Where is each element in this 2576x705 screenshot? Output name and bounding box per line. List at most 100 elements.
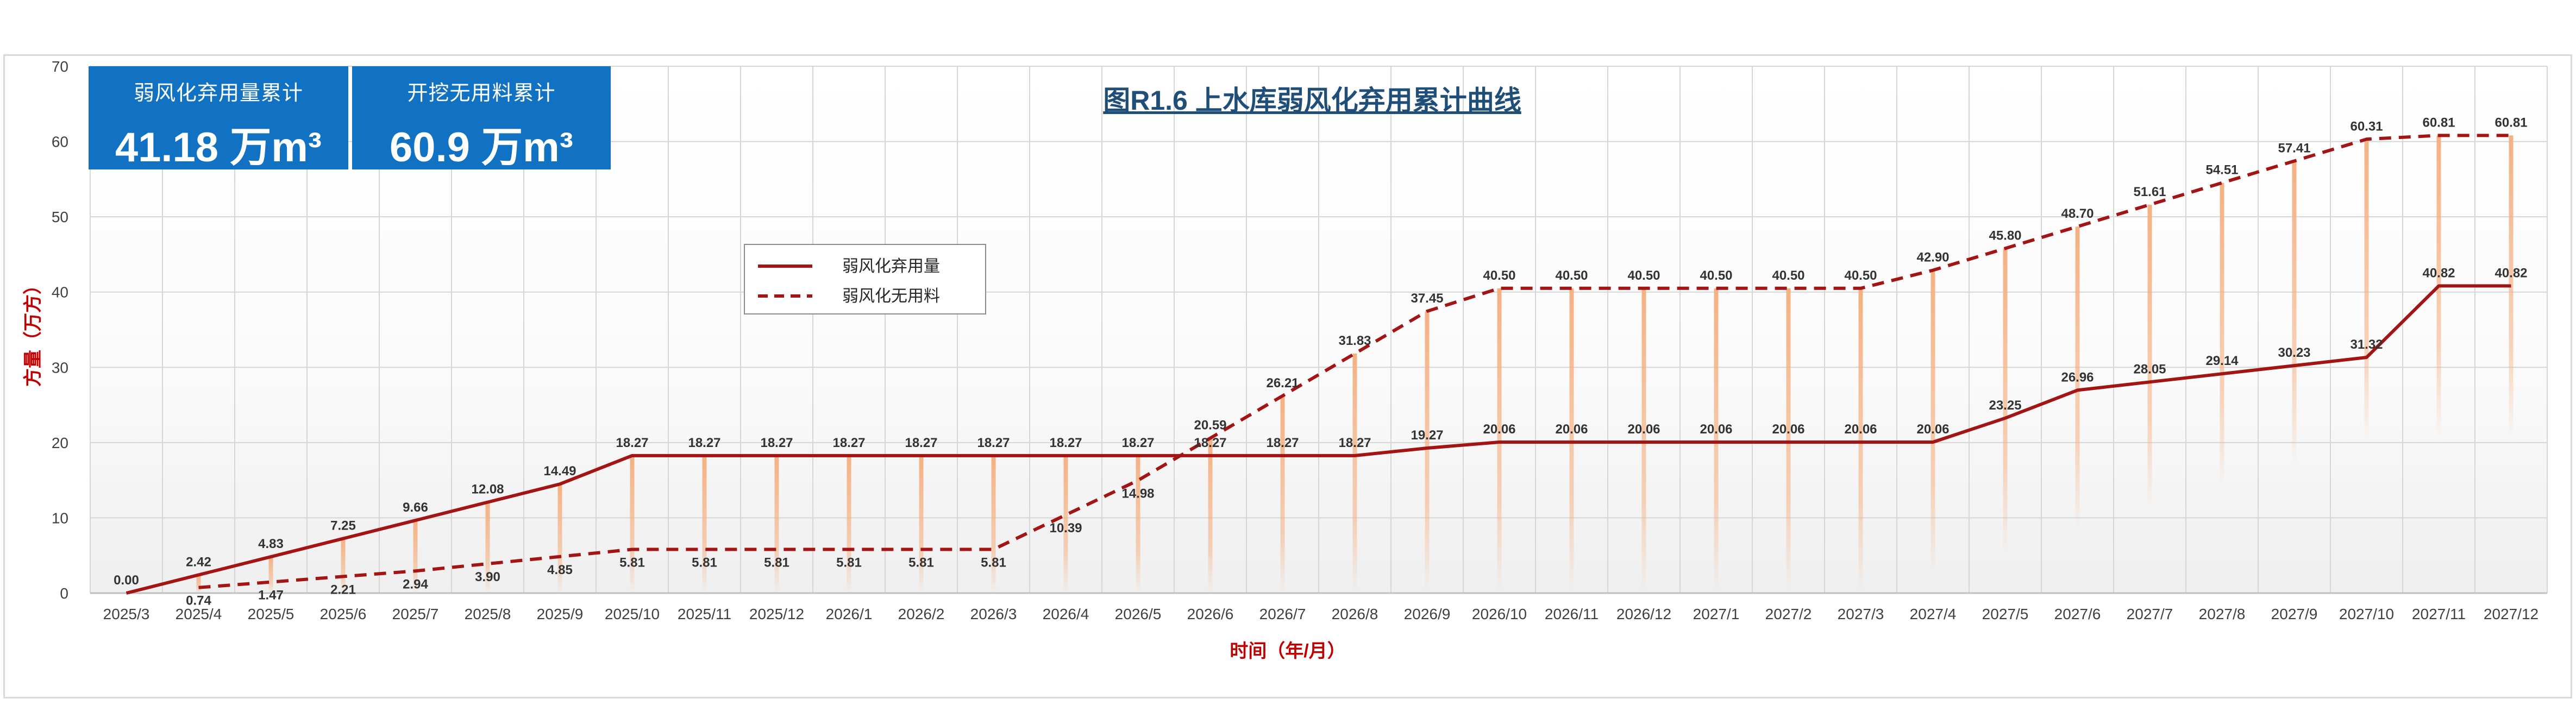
drop-line xyxy=(847,455,851,593)
data-label-series-2: 51.61 xyxy=(2133,185,2166,199)
x-tick-label: 2026/2 xyxy=(898,606,945,622)
y-tick-label: 40 xyxy=(52,284,68,301)
data-label-series-2: 0.74 xyxy=(186,594,211,608)
kpi-value: 60.9 万m³ xyxy=(352,114,611,173)
x-axis-title: 时间（年/月） xyxy=(1230,640,1345,662)
x-tick-label: 2025/5 xyxy=(248,606,294,622)
data-label-series-1: 23.25 xyxy=(1989,398,2021,413)
drop-line xyxy=(1931,270,1935,575)
drop-line xyxy=(919,455,924,593)
data-label-series-2: 2.94 xyxy=(403,577,428,591)
x-tick-label: 2025/12 xyxy=(749,606,804,622)
data-label-series-1: 20.06 xyxy=(1627,422,1660,437)
data-label-series-2: 4.85 xyxy=(547,563,573,577)
data-label-series-1: 2.42 xyxy=(186,555,211,569)
y-tick-label: 50 xyxy=(52,209,68,225)
data-label-series-1: 20.06 xyxy=(1700,422,1732,437)
data-label-series-2: 2.21 xyxy=(330,582,356,597)
x-tick-label: 2027/8 xyxy=(2199,606,2246,622)
drop-line xyxy=(413,520,418,593)
data-label-series-2: 5.81 xyxy=(981,555,1006,570)
data-label-series-1: 20.06 xyxy=(1555,422,1588,437)
data-label-series-2: 26.21 xyxy=(1266,376,1299,391)
data-label-series-1: 18.27 xyxy=(832,436,865,450)
y-tick-label: 20 xyxy=(52,435,68,451)
drop-line xyxy=(991,455,996,593)
x-axis-ticks: 2025/3 2025/4 2025/5 2025/6 2025/7 2025/8 2025… xyxy=(103,606,2539,622)
x-tick-label: 2026/1 xyxy=(826,606,873,622)
chart-title: 图R1.6 上水库弱风化弃用累计曲线 xyxy=(1103,85,1521,116)
data-label-series-2: 5.81 xyxy=(692,555,717,570)
data-label-series-2: 48.70 xyxy=(2061,206,2094,221)
data-label-series-2: 57.41 xyxy=(2278,141,2310,155)
drop-line xyxy=(1136,455,1140,593)
data-label-series-1: 30.23 xyxy=(2278,345,2310,360)
data-label-series-1: 0.00 xyxy=(114,573,139,588)
data-label-series-2: 45.80 xyxy=(1989,228,2021,243)
y-tick-label: 60 xyxy=(52,134,68,150)
data-label-series-1: 18.27 xyxy=(760,436,793,450)
x-tick-label: 2025/8 xyxy=(465,606,511,622)
kpi-unit: 万m³ xyxy=(230,124,322,171)
data-label-series-1: 7.25 xyxy=(330,519,356,533)
x-tick-label: 2025/3 xyxy=(103,606,150,622)
x-tick-label: 2026/11 xyxy=(1545,606,1599,622)
legend: 弱风化弃用量 弱风化无用料 xyxy=(744,244,986,314)
data-label-series-1: 40.82 xyxy=(2422,266,2455,280)
data-label-series-2: 5.81 xyxy=(764,555,789,570)
data-label-series-1: 18.27 xyxy=(1266,436,1299,450)
data-label-series-2: 54.51 xyxy=(2205,163,2238,178)
data-label-series-2: 37.45 xyxy=(1411,291,1443,306)
data-label-series-1: 26.96 xyxy=(2061,370,2094,385)
drop-line xyxy=(557,484,562,593)
data-label-series-2: 42.90 xyxy=(1916,250,1949,265)
x-tick-label: 2026/6 xyxy=(1187,606,1234,622)
data-label-series-1: 18.27 xyxy=(977,436,1010,450)
kpi-card-excavation-waste: 开挖无用料累计 60.9 万m³ xyxy=(352,66,611,171)
drop-line xyxy=(774,455,779,593)
data-label-series-2: 20.59 xyxy=(1194,418,1226,433)
drop-line xyxy=(2003,248,2008,553)
data-label-series-2: 40.50 xyxy=(1555,268,1588,283)
kpi-label: 开挖无用料累计 xyxy=(407,82,556,105)
data-label-series-1: 14.49 xyxy=(543,464,576,479)
x-tick-label: 2027/4 xyxy=(1910,606,1957,622)
series-lines xyxy=(126,134,2511,595)
data-label-series-1: 40.82 xyxy=(2494,266,2527,280)
x-tick-label: 2027/6 xyxy=(2054,606,2101,622)
drop-line xyxy=(1208,438,1213,593)
y-tick-label: 30 xyxy=(52,359,68,376)
x-tick-label: 2027/7 xyxy=(2127,606,2173,622)
x-tick-label: 2026/8 xyxy=(1332,606,1378,622)
kpi-label: 弱风化弃用量累计 xyxy=(133,82,303,105)
drop-line xyxy=(1425,311,1430,593)
data-label-series-2: 40.50 xyxy=(1627,268,1660,283)
drop-line xyxy=(1858,288,1863,593)
data-label-series-1: 18.27 xyxy=(1049,436,1082,450)
y-tick-label: 70 xyxy=(52,58,68,75)
x-tick-label: 2027/2 xyxy=(1765,606,1812,622)
data-label-series-2: 60.81 xyxy=(2422,115,2455,130)
drop-line xyxy=(268,557,273,593)
data-label-series-1: 20.06 xyxy=(1483,422,1515,437)
series-line-2 xyxy=(198,134,2511,589)
data-label-series-1: 20.06 xyxy=(1772,422,1804,437)
y-axis-title: 方量（万方） xyxy=(22,276,43,387)
data-label-series-2: 60.31 xyxy=(2350,119,2383,134)
x-tick-label: 2027/11 xyxy=(2412,606,2466,622)
drop-line xyxy=(1280,395,1285,593)
drop-line xyxy=(1352,353,1357,593)
drop-line xyxy=(2220,182,2224,487)
series-line-1 xyxy=(126,284,2511,595)
x-tick-label: 2026/12 xyxy=(1616,606,1671,622)
data-label-series-2: 10.39 xyxy=(1049,521,1082,536)
x-tick-label: 2025/6 xyxy=(320,606,367,622)
x-tick-label: 2025/7 xyxy=(392,606,439,622)
data-label-series-1: 4.83 xyxy=(258,537,284,551)
data-label-series-2: 31.83 xyxy=(1338,333,1371,348)
data-label-series-1: 20.06 xyxy=(1844,422,1877,437)
drop-line xyxy=(196,575,201,593)
kpi-number: 60.9 xyxy=(390,124,470,171)
x-tick-label: 2026/3 xyxy=(970,606,1017,622)
x-tick-label: 2027/10 xyxy=(2339,606,2394,622)
